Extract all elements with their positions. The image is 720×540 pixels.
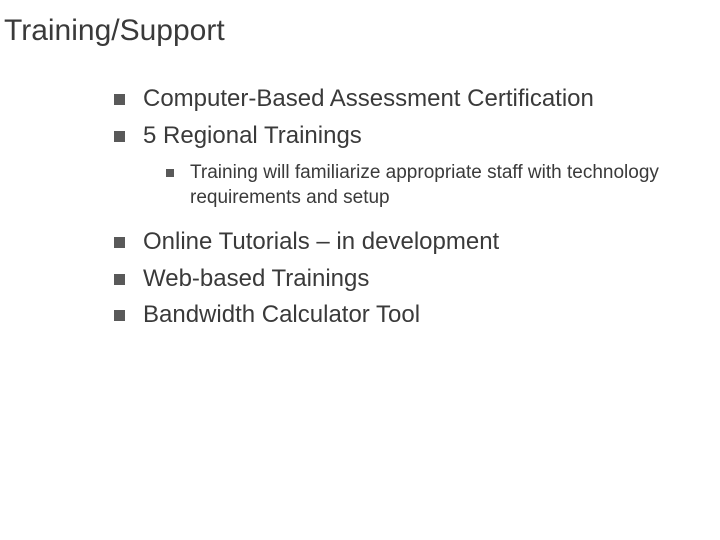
list-item: 5 Regional Trainings bbox=[114, 121, 680, 152]
sublist-item: Training will familiarize appropriate st… bbox=[166, 161, 680, 210]
list-item-text: Web-based Trainings bbox=[143, 264, 369, 295]
list-item: Online Tutorials – in development bbox=[114, 227, 680, 258]
list-item: Web-based Trainings bbox=[114, 264, 680, 295]
list-item: Computer-Based Assessment Certification bbox=[114, 84, 680, 115]
square-bullet-icon bbox=[114, 94, 125, 105]
list-item-text: 5 Regional Trainings bbox=[143, 121, 362, 152]
list-item-text: Online Tutorials – in development bbox=[143, 227, 499, 258]
list-item-text: Computer-Based Assessment Certification bbox=[143, 84, 594, 115]
square-bullet-icon bbox=[114, 237, 125, 248]
square-bullet-icon bbox=[114, 310, 125, 321]
square-bullet-icon bbox=[114, 131, 125, 142]
list-item-text: Bandwidth Calculator Tool bbox=[143, 300, 420, 331]
slide-title: Training/Support bbox=[4, 14, 720, 48]
square-bullet-icon bbox=[114, 274, 125, 285]
sublist-item-text: Training will familiarize appropriate st… bbox=[190, 161, 680, 210]
square-bullet-icon bbox=[166, 169, 174, 177]
list-item: Bandwidth Calculator Tool bbox=[114, 300, 680, 331]
slide: Training/Support Computer-Based Assessme… bbox=[0, 0, 720, 540]
slide-content: Computer-Based Assessment Certification … bbox=[4, 84, 720, 331]
sublist: Training will familiarize appropriate st… bbox=[114, 161, 680, 210]
